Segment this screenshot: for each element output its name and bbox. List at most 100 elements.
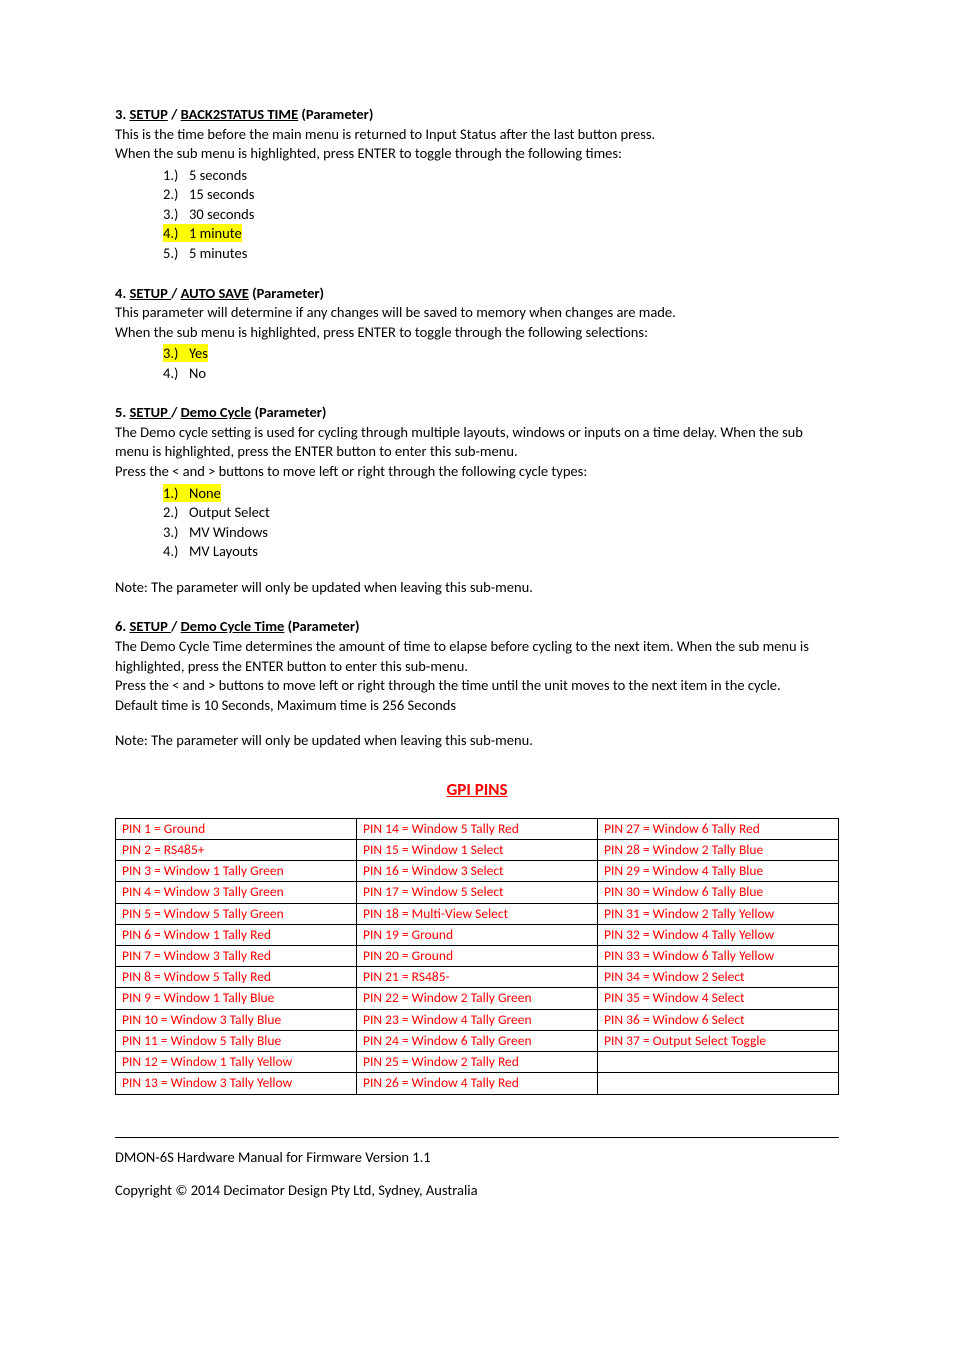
table-row: PIN 13 = Window 3 Tally YellowPIN 26 = W… bbox=[116, 1073, 839, 1094]
gpi-tbody: PIN 1 = GroundPIN 14 = Window 5 Tally Re… bbox=[116, 818, 839, 1094]
list-num: 1.) bbox=[163, 166, 189, 186]
table-cell: PIN 7 = Window 3 Tally Red bbox=[116, 946, 357, 967]
table-cell: PIN 32 = Window 4 Tally Yellow bbox=[598, 924, 839, 945]
section-5-title: 5. SETUP / Demo Cycle (Parameter) bbox=[115, 403, 839, 423]
section-4-para2: When the sub menu is highlighted, press … bbox=[115, 323, 839, 343]
path-param: BACK2STATUS TIME bbox=[181, 105, 299, 123]
gpi-pins-title: GPI PINS bbox=[115, 779, 839, 802]
path-sep: / bbox=[168, 105, 181, 123]
table-cell: PIN 8 = Window 5 Tally Red bbox=[116, 967, 357, 988]
list-num: 2.) bbox=[163, 503, 189, 523]
path-sep: / bbox=[171, 403, 181, 421]
path-setup: SETUP bbox=[130, 403, 172, 421]
section-6-para3: Default time is 10 Seconds, Maximum time… bbox=[115, 696, 839, 716]
section-5-note: Note: The parameter will only be updated… bbox=[115, 578, 839, 598]
section-3-para1: This is the time before the main menu is… bbox=[115, 125, 839, 145]
table-row: PIN 6 = Window 1 Tally RedPIN 19 = Groun… bbox=[116, 924, 839, 945]
table-cell: PIN 28 = Window 2 Tally Blue bbox=[598, 839, 839, 860]
table-row: PIN 5 = Window 5 Tally GreenPIN 18 = Mul… bbox=[116, 903, 839, 924]
section-3-para2: When the sub menu is highlighted, press … bbox=[115, 144, 839, 164]
table-row: PIN 12 = Window 1 Tally YellowPIN 25 = W… bbox=[116, 1052, 839, 1073]
section-num: 3. bbox=[115, 105, 126, 123]
list-num: 2.) bbox=[163, 185, 189, 205]
section-4: 4. SETUP / AUTO SAVE (Parameter) This pa… bbox=[115, 284, 839, 384]
list-num: 4.) bbox=[163, 224, 189, 244]
path-param: Demo Cycle Time bbox=[181, 617, 285, 635]
list-num: 4.) bbox=[163, 364, 189, 384]
path-sep: / bbox=[171, 284, 181, 302]
table-cell: PIN 31 = Window 2 Tally Yellow bbox=[598, 903, 839, 924]
section-5-para2: Press the < and > buttons to move left o… bbox=[115, 462, 839, 482]
list-item: 4.)1 minute bbox=[163, 224, 839, 244]
table-cell: PIN 35 = Window 4 Select bbox=[598, 988, 839, 1009]
table-cell: PIN 5 = Window 5 Tally Green bbox=[116, 903, 357, 924]
table-cell: PIN 6 = Window 1 Tally Red bbox=[116, 924, 357, 945]
table-cell: PIN 17 = Window 5 Select bbox=[357, 882, 598, 903]
table-cell: PIN 22 = Window 2 Tally Green bbox=[357, 988, 598, 1009]
table-cell: PIN 33 = Window 6 Tally Yellow bbox=[598, 946, 839, 967]
title-suffix: (Parameter) bbox=[251, 403, 326, 421]
list-item: 3.)Yes bbox=[163, 344, 839, 364]
footer-divider bbox=[115, 1137, 839, 1138]
title-suffix: (Parameter) bbox=[249, 284, 324, 302]
table-cell: PIN 19 = Ground bbox=[357, 924, 598, 945]
title-suffix: (Parameter) bbox=[284, 617, 359, 635]
path-param: Demo Cycle bbox=[181, 403, 252, 421]
table-cell bbox=[598, 1073, 839, 1094]
table-cell: PIN 29 = Window 4 Tally Blue bbox=[598, 861, 839, 882]
table-row: PIN 3 = Window 1 Tally GreenPIN 16 = Win… bbox=[116, 861, 839, 882]
table-cell: PIN 30 = Window 6 Tally Blue bbox=[598, 882, 839, 903]
table-row: PIN 10 = Window 3 Tally BluePIN 23 = Win… bbox=[116, 1009, 839, 1030]
path-setup: SETUP bbox=[130, 105, 168, 123]
table-row: PIN 4 = Window 3 Tally GreenPIN 17 = Win… bbox=[116, 882, 839, 903]
table-cell: PIN 14 = Window 5 Tally Red bbox=[357, 818, 598, 839]
section-num: 6. bbox=[115, 617, 126, 635]
table-cell: PIN 34 = Window 2 Select bbox=[598, 967, 839, 988]
table-cell: PIN 13 = Window 3 Tally Yellow bbox=[116, 1073, 357, 1094]
table-cell: PIN 36 = Window 6 Select bbox=[598, 1009, 839, 1030]
section-6-note: Note: The parameter will only be updated… bbox=[115, 731, 839, 751]
list-num: 3.) bbox=[163, 523, 189, 543]
table-cell: PIN 12 = Window 1 Tally Yellow bbox=[116, 1052, 357, 1073]
table-cell: PIN 10 = Window 3 Tally Blue bbox=[116, 1009, 357, 1030]
section-5-list: 1.)None2.)Output Select3.)MV Windows4.)M… bbox=[163, 484, 839, 562]
table-cell: PIN 15 = Window 1 Select bbox=[357, 839, 598, 860]
table-row: PIN 2 = RS485+PIN 15 = Window 1 SelectPI… bbox=[116, 839, 839, 860]
table-row: PIN 8 = Window 5 Tally RedPIN 21 = RS485… bbox=[116, 967, 839, 988]
section-4-title: 4. SETUP / AUTO SAVE (Parameter) bbox=[115, 284, 839, 304]
table-cell: PIN 23 = Window 4 Tally Green bbox=[357, 1009, 598, 1030]
section-3-list: 1.)5 seconds2.)15 seconds3.)30 seconds4.… bbox=[163, 166, 839, 264]
table-cell: PIN 20 = Ground bbox=[357, 946, 598, 967]
list-num: 4.) bbox=[163, 542, 189, 562]
footer-line1: DMON-6S Hardware Manual for Firmware Ver… bbox=[115, 1148, 839, 1168]
table-row: PIN 11 = Window 5 Tally BluePIN 24 = Win… bbox=[116, 1030, 839, 1051]
list-text: Yes bbox=[189, 344, 208, 362]
table-cell: PIN 16 = Window 3 Select bbox=[357, 861, 598, 882]
table-cell bbox=[598, 1052, 839, 1073]
table-cell: PIN 1 = Ground bbox=[116, 818, 357, 839]
list-item: 2.)15 seconds bbox=[163, 185, 839, 205]
table-row: PIN 1 = GroundPIN 14 = Window 5 Tally Re… bbox=[116, 818, 839, 839]
list-text: 5 minutes bbox=[189, 244, 247, 262]
section-6-title: 6. SETUP / Demo Cycle Time (Parameter) bbox=[115, 617, 839, 637]
footer-line2: Copyright © 2014 Decimator Design Pty Lt… bbox=[115, 1181, 839, 1201]
table-cell: PIN 3 = Window 1 Tally Green bbox=[116, 861, 357, 882]
section-3: 3. SETUP / BACK2STATUS TIME (Parameter) … bbox=[115, 105, 839, 264]
section-4-para1: This parameter will determine if any cha… bbox=[115, 303, 839, 323]
list-item: 4.)No bbox=[163, 364, 839, 384]
table-cell: PIN 4 = Window 3 Tally Green bbox=[116, 882, 357, 903]
table-cell: PIN 37 = Output Select Toggle bbox=[598, 1030, 839, 1051]
list-num: 3.) bbox=[163, 344, 189, 364]
table-cell: PIN 9 = Window 1 Tally Blue bbox=[116, 988, 357, 1009]
table-cell: PIN 24 = Window 6 Tally Green bbox=[357, 1030, 598, 1051]
section-6: 6. SETUP / Demo Cycle Time (Parameter) T… bbox=[115, 617, 839, 750]
section-5: 5. SETUP / Demo Cycle (Parameter) The De… bbox=[115, 403, 839, 597]
list-item: 4.)MV Layouts bbox=[163, 542, 839, 562]
table-cell: PIN 27 = Window 6 Tally Red bbox=[598, 818, 839, 839]
list-item: 2.)Output Select bbox=[163, 503, 839, 523]
section-6-para1: The Demo Cycle Time determines the amoun… bbox=[115, 637, 839, 676]
list-item: 1.)5 seconds bbox=[163, 166, 839, 186]
list-item: 1.)None bbox=[163, 484, 839, 504]
list-item: 5.)5 minutes bbox=[163, 244, 839, 264]
table-cell: PIN 26 = Window 4 Tally Red bbox=[357, 1073, 598, 1094]
